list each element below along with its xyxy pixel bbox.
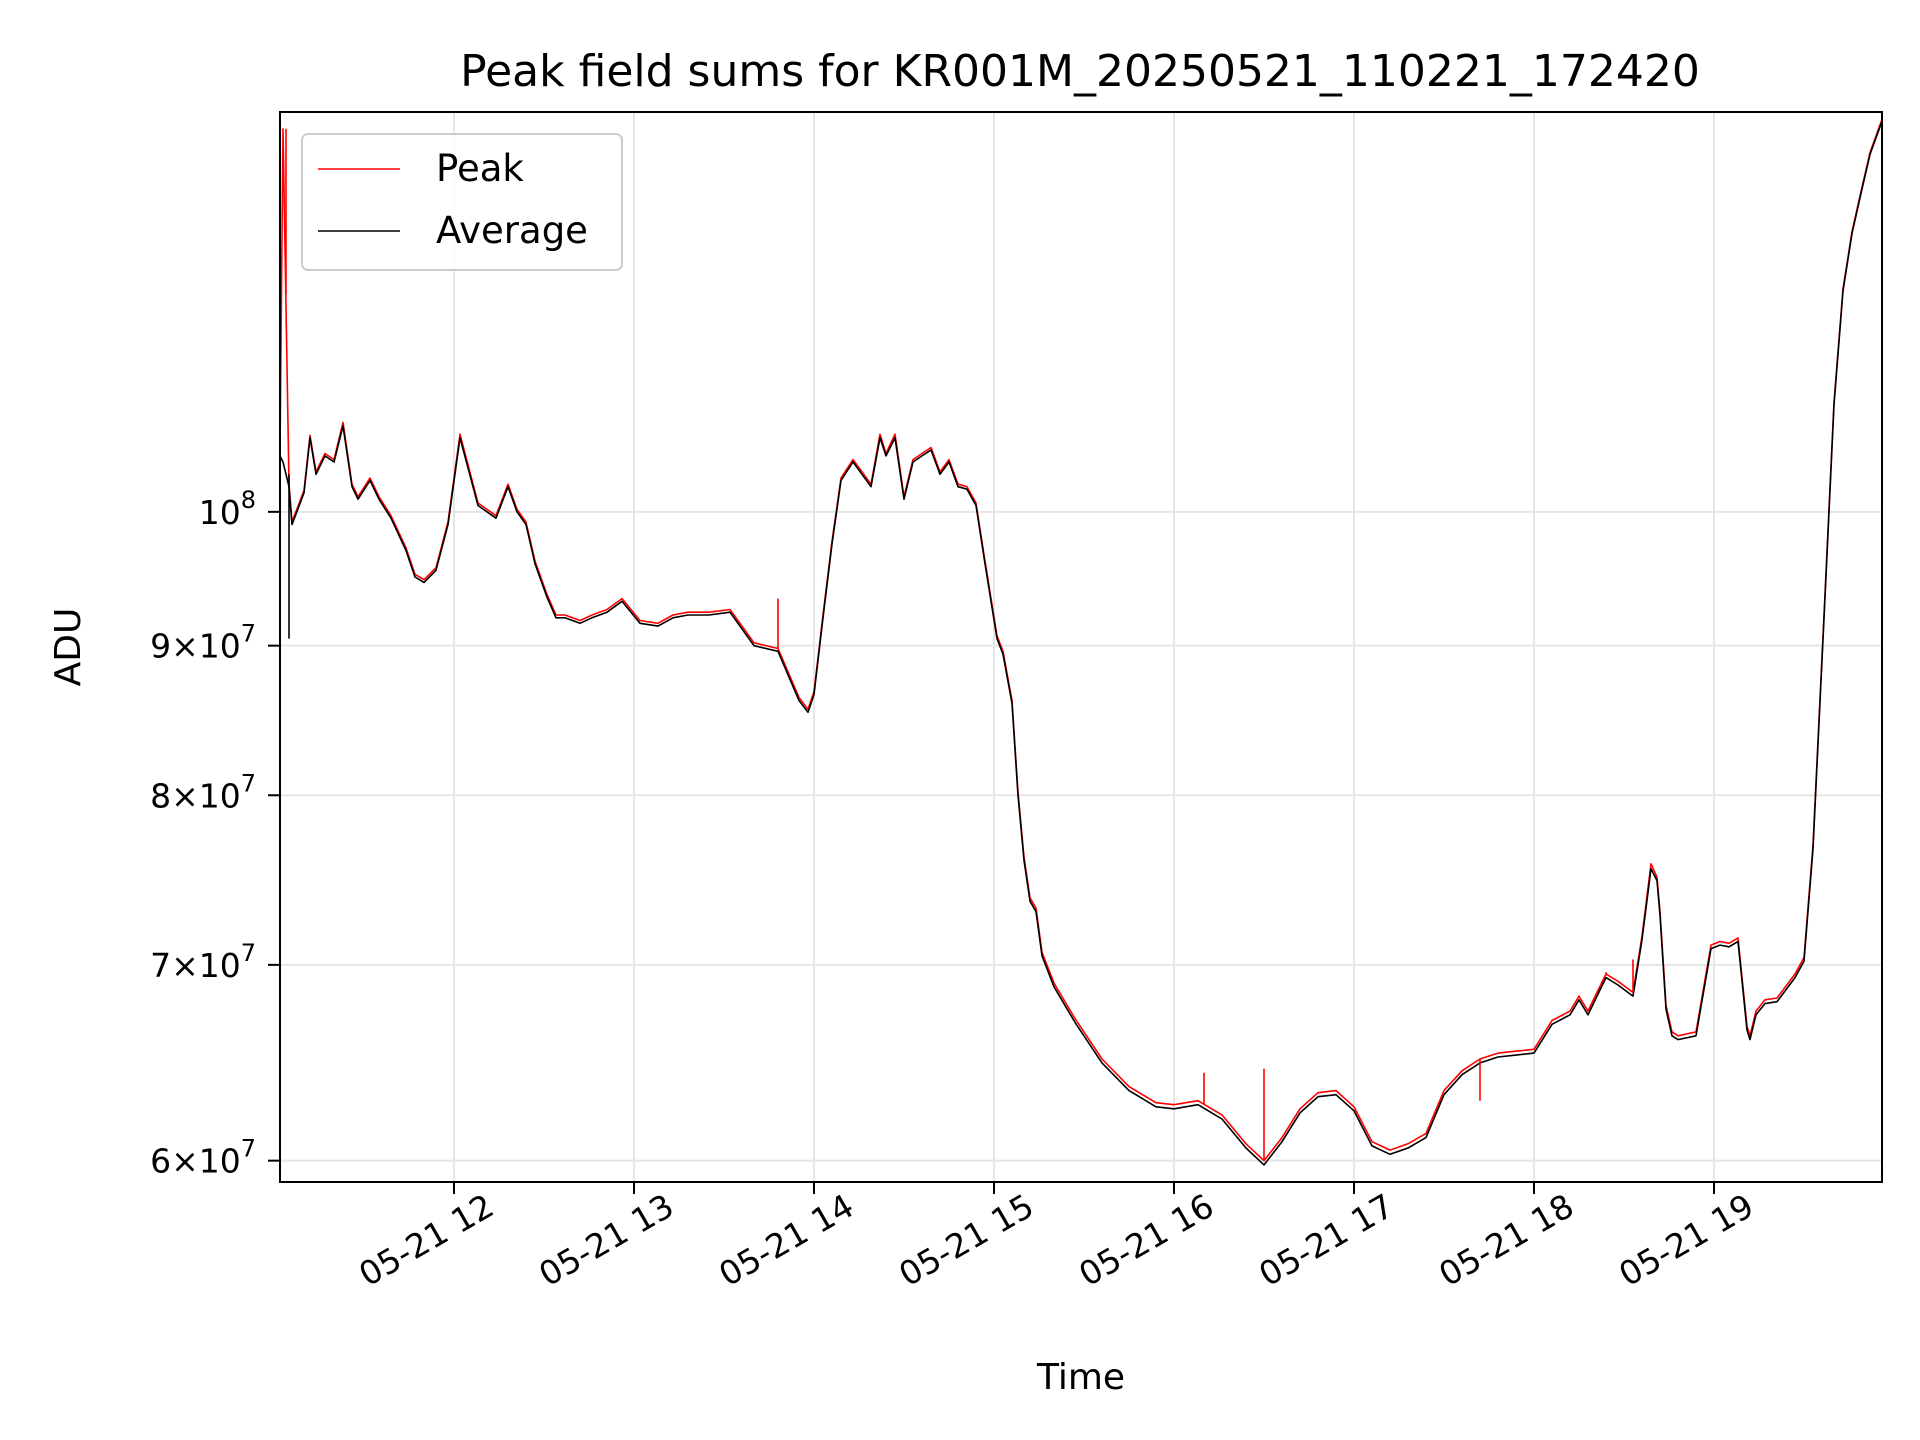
- grid: [280, 112, 1882, 1182]
- y-tick-label: 6×107: [150, 1135, 256, 1181]
- y-tick-label: 8×107: [150, 769, 256, 815]
- chart-title: Peak field sums for KR001M_20250521_1102…: [460, 46, 1700, 97]
- y-tick-label: 9×107: [150, 620, 256, 666]
- y-tick-label: 7×107: [150, 939, 256, 985]
- plot-area-frame: [279, 111, 1883, 1183]
- legend-box: [301, 133, 623, 271]
- y-tick-label: 108: [199, 486, 256, 532]
- y-axis-label: ADU: [48, 608, 89, 687]
- legend-label-average: Average: [436, 209, 588, 252]
- series-lines: [279, 119, 1883, 1166]
- legend-label-peak: Peak: [436, 147, 524, 190]
- x-axis-label: Time: [1036, 1357, 1125, 1398]
- series-line-average: [279, 121, 1883, 1166]
- legend: Peak Average: [301, 133, 623, 271]
